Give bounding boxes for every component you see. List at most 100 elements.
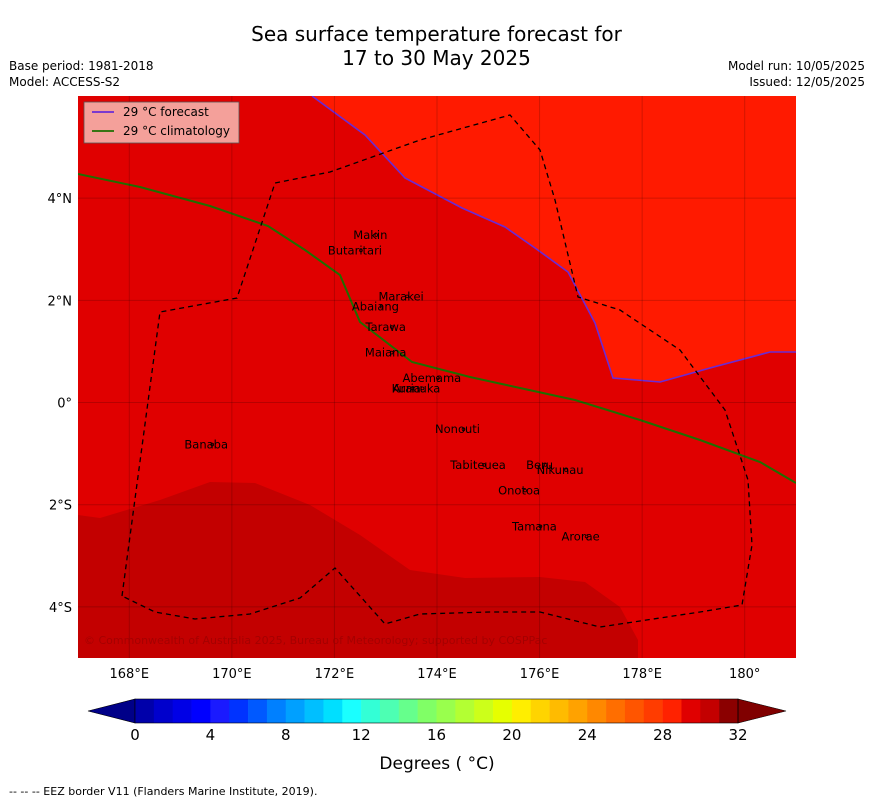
legend-forecast-label: 29 °C forecast	[123, 105, 209, 119]
colorbar-tick-label: 24	[578, 726, 597, 744]
lon-tick-label: 178°E	[622, 667, 662, 682]
island-marker	[543, 463, 548, 467]
colorbar-cell	[361, 699, 381, 723]
island-marker	[389, 325, 394, 329]
colorbar-cell	[417, 699, 437, 723]
island-marker	[405, 294, 409, 299]
colorbar-cell	[135, 699, 155, 723]
colorbar-cell	[379, 699, 400, 723]
colorbar-cell	[172, 699, 192, 723]
colorbar-cell	[643, 699, 663, 723]
island-marker	[389, 350, 394, 355]
colorbar-tick-label: 28	[653, 726, 672, 744]
island-label: Banaba	[184, 438, 228, 452]
colorbar-tick-label: 32	[728, 726, 747, 744]
lon-tick-label: 180°	[729, 667, 760, 682]
colorbar-cell	[568, 699, 588, 723]
island-marker	[538, 524, 543, 529]
map-legend: 29 °C forecast 29 °C climatology	[83, 101, 240, 144]
colorbar-cell	[587, 699, 607, 723]
island-label: Abemama	[402, 371, 461, 385]
colorbar-tick-label: 0	[130, 726, 140, 744]
colorbar-cell	[304, 699, 324, 723]
island-marker	[379, 304, 384, 309]
meta-left: Base period: 1981-2018 Model: ACCESS-S2	[9, 58, 154, 90]
island-label: Butaritari	[328, 243, 382, 257]
lon-tick-label: 170°E	[212, 667, 252, 682]
island-label: Arorae	[561, 529, 599, 543]
island-marker	[374, 233, 379, 237]
lat-tick-label: 2°N	[48, 294, 73, 309]
island-label: Nikunau	[537, 463, 584, 477]
island-marker	[564, 468, 568, 472]
colorbar-cells	[87, 698, 787, 724]
colorbar-label: Degrees ( °C)	[379, 754, 494, 774]
island-label: Nonouti	[435, 422, 480, 436]
sst-warm-region	[312, 96, 796, 382]
island-label: Marakei	[378, 289, 423, 303]
climatology-29c-contour	[78, 173, 796, 484]
eez-footnote: -- -- -- EEZ border V11 (Flanders Marine…	[9, 785, 318, 798]
colorbar-cell	[700, 699, 720, 723]
colorbar-tick-label: 8	[281, 726, 291, 744]
colorbar-under-arrow	[87, 698, 136, 724]
legend-climatology-label: 29 °C climatology	[123, 124, 230, 138]
lat-tick-label: 4°S	[49, 601, 72, 616]
axis-tick-labels: 168°E 170°E 172°E 174°E 176°E 178°E 180° 4°N 2°N…	[48, 192, 761, 682]
colorbar-ticks: 0 4 8 12 16 20 24 28 32	[130, 726, 747, 744]
lon-tick-label: 176°E	[520, 667, 560, 682]
island-label: Tabiteuea	[449, 458, 506, 472]
island-label: Maiana	[365, 346, 407, 360]
colorbar-cell	[436, 699, 456, 723]
colorbar-tick-label: 16	[427, 726, 446, 744]
island-marker	[482, 463, 486, 467]
colorbar-tick-label: 20	[502, 726, 521, 744]
eez-border	[121, 114, 753, 628]
lon-tick-label: 172°E	[315, 667, 355, 682]
title-line-2: 17 to 30 May 2025	[342, 46, 531, 70]
colorbar-frame	[134, 698, 739, 724]
island-label: Abaiang	[352, 300, 399, 314]
island-label: Tamana	[511, 519, 557, 533]
island-marker	[436, 376, 440, 380]
colorbar-cell	[210, 699, 230, 723]
colorbar-cell	[191, 699, 211, 723]
colorbar-cell	[493, 699, 513, 723]
colorbar-cell	[285, 699, 305, 723]
legend-box	[83, 101, 240, 144]
island-label: Aranuka	[393, 381, 441, 395]
island-marker	[420, 386, 425, 391]
colorbar-over-arrow	[737, 698, 787, 724]
lat-tick-label: 4°N	[48, 192, 73, 207]
colorbar-cell	[511, 699, 532, 723]
colorbar-cell	[549, 699, 569, 723]
colorbar-tick-label: 4	[206, 726, 216, 744]
colorbar-cell	[342, 699, 362, 723]
colorbar-cell	[606, 699, 626, 723]
sst-cool-region	[78, 482, 638, 658]
lat-tick-label: 2°S	[49, 499, 72, 514]
island-marker	[410, 386, 415, 391]
colorbar-cell	[474, 699, 494, 723]
island-label: Tarawa	[365, 320, 406, 334]
island-marker	[359, 248, 363, 253]
lon-tick-label: 174°E	[417, 667, 457, 682]
colorbar-cell	[719, 699, 739, 723]
island-label: Beru	[526, 458, 553, 472]
island-marker	[523, 488, 527, 493]
colorbar-cell	[266, 699, 287, 723]
colorbar-cell	[398, 699, 418, 723]
colorbar: 0 4 8 12 16 20 24 28 32 Degrees ( °C)	[87, 698, 787, 774]
island-marker	[584, 534, 589, 539]
title-line-1: Sea surface temperature forecast for	[251, 22, 622, 46]
colorbar-cell	[662, 699, 682, 723]
meta-right: Model run: 10/05/2025 Issued: 12/05/2025	[728, 58, 865, 90]
island-label: Kuria	[392, 381, 421, 395]
colorbar-cell	[229, 699, 249, 723]
forecast-29c-contour	[311, 96, 796, 383]
lat-tick-label: 0°	[57, 397, 72, 412]
colorbar-cell	[681, 699, 701, 723]
colorbar-cell	[455, 699, 475, 723]
colorbar-cell	[153, 699, 173, 723]
